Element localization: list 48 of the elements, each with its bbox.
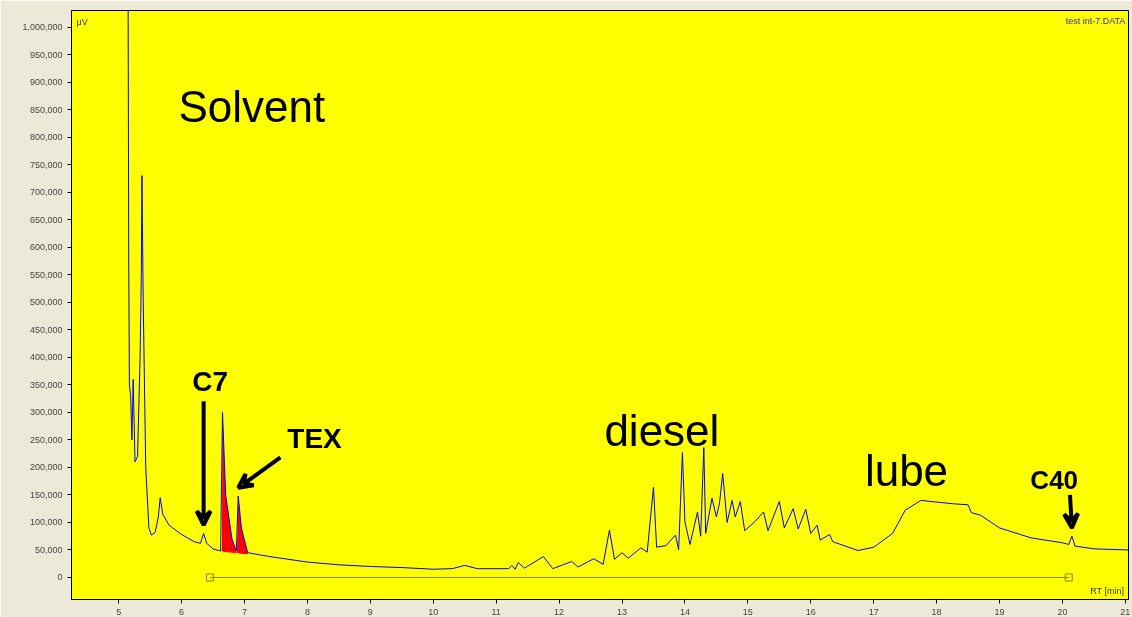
annotation: C40 <box>1030 464 1079 495</box>
annotation: lube <box>864 446 949 496</box>
x-tick-label: 18 <box>931 606 942 617</box>
y-tick-label: 700,000 <box>29 187 63 198</box>
x-tick-label: 19 <box>994 606 1005 617</box>
annotation: test int-7.DATA <box>1065 16 1126 26</box>
annotation: Solvent <box>178 82 326 132</box>
y-tick-label: 500,000 <box>29 297 63 308</box>
x-tick-label: 21 <box>1120 606 1131 617</box>
y-tick-label: 450,000 <box>29 324 63 335</box>
x-tick-label: 17 <box>868 606 879 617</box>
line-series <box>127 10 1129 570</box>
y-tick-label: 750,000 <box>29 159 63 170</box>
y-tick-label: 50,000 <box>34 544 63 555</box>
x-axis-title: RT [min] <box>1090 586 1124 597</box>
y-tick-label: 100,000 <box>29 517 63 528</box>
y-tick-label: 150,000 <box>29 489 63 500</box>
y-tick-label: 300,000 <box>29 407 63 418</box>
x-tick-label: 7 <box>242 606 248 617</box>
y-tick-label: 350,000 <box>29 379 63 390</box>
y-tick-label: 650,000 <box>29 214 63 225</box>
y-tick-label: 800,000 <box>29 132 63 143</box>
y-tick-label: 850,000 <box>29 104 63 115</box>
y-tick-label: 200,000 <box>29 462 63 473</box>
y-tick-label: 600,000 <box>29 242 63 253</box>
x-tick-label: 20 <box>1057 606 1068 617</box>
y-tick-label: 550,000 <box>29 269 63 280</box>
y-tick-label: 950,000 <box>29 49 63 60</box>
annotation: diesel <box>604 405 720 455</box>
annotation: C7 <box>192 365 229 397</box>
x-tick-label: 13 <box>617 606 628 617</box>
x-tick-label: 12 <box>554 606 565 617</box>
y-axis-title: μV <box>76 17 88 28</box>
y-tick-label: 250,000 <box>29 434 63 445</box>
y-tick-label: 900,000 <box>29 77 63 88</box>
x-tick-label: 9 <box>367 606 373 617</box>
annotation: TEX <box>287 423 343 455</box>
y-tick-label: 400,000 <box>29 352 63 363</box>
y-tick-label: 0 <box>57 572 63 583</box>
x-tick-label: 15 <box>742 606 753 617</box>
y-tick-label: 1,000,000 <box>22 22 63 33</box>
x-tick-label: 10 <box>428 606 439 617</box>
x-tick-label: 11 <box>491 606 501 617</box>
x-tick-label: 5 <box>116 606 122 617</box>
x-tick-label: 14 <box>679 606 690 617</box>
x-tick-label: 8 <box>304 606 310 617</box>
x-tick-label: 6 <box>179 606 185 617</box>
x-tick-label: 16 <box>805 606 816 617</box>
